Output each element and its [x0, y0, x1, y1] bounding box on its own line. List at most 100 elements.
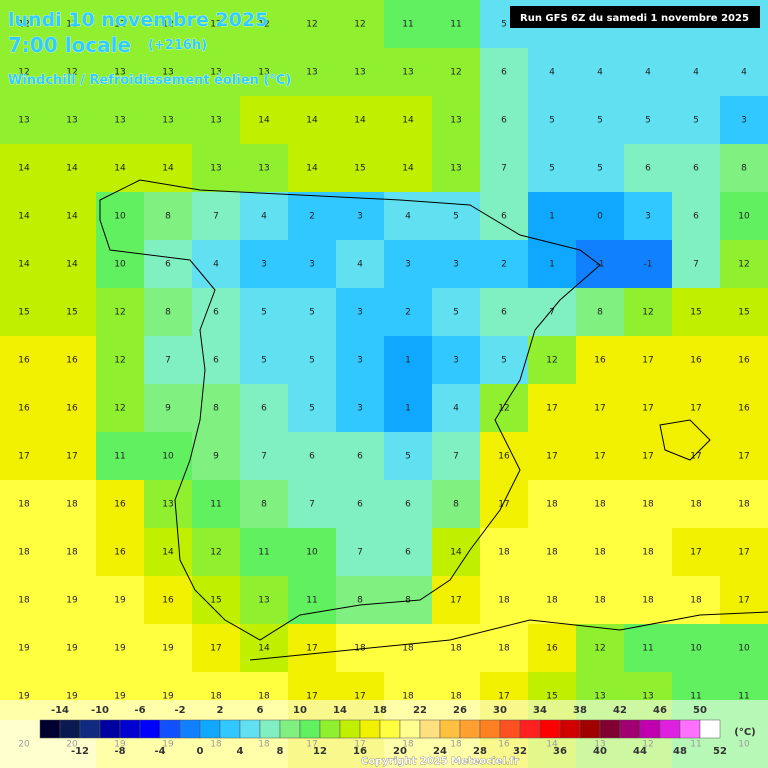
- cell: [48, 528, 97, 577]
- legend-label: 16: [353, 746, 367, 757]
- legend-label: -10: [91, 705, 109, 716]
- cell: [336, 144, 385, 193]
- cell-value: 18: [402, 692, 414, 702]
- cell-value: 14: [162, 164, 174, 174]
- cell: [624, 192, 673, 241]
- cell-value: 14: [66, 212, 78, 222]
- cell: [48, 336, 97, 385]
- cell: [48, 624, 97, 673]
- cell-value: 13: [450, 164, 461, 174]
- cell: [384, 144, 433, 193]
- cell-value: 15: [690, 308, 701, 318]
- cell: [528, 96, 577, 145]
- legend-label: 0: [197, 746, 204, 757]
- cell-value: 11: [738, 692, 749, 702]
- cell-value: 19: [114, 596, 126, 606]
- cell-value: 13: [210, 68, 221, 78]
- cell-value: 5: [597, 164, 603, 174]
- cell: [240, 0, 289, 49]
- cell-value: 5: [597, 116, 603, 126]
- cell-value: 12: [66, 68, 77, 78]
- cell: [0, 96, 49, 145]
- cell-value: 12: [594, 644, 605, 654]
- cell-value: 3: [357, 404, 363, 414]
- legend-swatch: [279, 719, 301, 739]
- cell: [384, 96, 433, 145]
- legend-swatch: [619, 719, 641, 739]
- cell-value: 4: [357, 260, 363, 270]
- legend-swatch: [179, 719, 201, 739]
- cell: [240, 288, 289, 337]
- cell-value: 13: [594, 692, 605, 702]
- legend-label: 32: [513, 746, 527, 757]
- cell: [576, 192, 625, 241]
- cell: [144, 240, 193, 289]
- legend-label: 42: [613, 705, 627, 716]
- cell: [576, 96, 625, 145]
- cell: [48, 48, 97, 97]
- cell: [192, 480, 241, 529]
- cell-value: 12: [642, 308, 653, 318]
- cell-value: 6: [309, 452, 315, 462]
- cell: [720, 96, 768, 145]
- legend-label: 8: [277, 746, 284, 757]
- cell-value: 18: [546, 548, 558, 558]
- cell: [288, 384, 337, 433]
- legend-label: -8: [114, 746, 125, 757]
- cell: [528, 336, 577, 385]
- cell: [432, 240, 481, 289]
- cell-value: 16: [66, 404, 78, 414]
- cell-value: 17: [690, 548, 701, 558]
- cell: [288, 240, 337, 289]
- legend-swatch: [459, 719, 481, 739]
- legend-swatch: [379, 719, 401, 739]
- cell-value: 12: [738, 260, 749, 270]
- cell: [96, 576, 145, 625]
- cell-value: 6: [357, 500, 363, 510]
- legend-swatch: [399, 719, 421, 739]
- cell: [480, 528, 529, 577]
- cell: [48, 384, 97, 433]
- cell-value: 5: [645, 116, 651, 126]
- cell: [48, 576, 97, 625]
- cell: [192, 48, 241, 97]
- cell-value: 12: [354, 20, 365, 30]
- cell: [576, 336, 625, 385]
- cell-value: 12: [66, 20, 77, 30]
- cell-value: 14: [18, 212, 30, 222]
- cell-value: 10: [114, 212, 126, 222]
- cell-value: 17: [738, 452, 749, 462]
- cell-value: 7: [693, 260, 699, 270]
- cell-value: 17: [594, 404, 605, 414]
- cell: [240, 240, 289, 289]
- legend-label: 22: [413, 705, 427, 716]
- cell-value: 16: [546, 644, 558, 654]
- cell: [528, 144, 577, 193]
- cell-value: 17: [210, 644, 221, 654]
- cell: [480, 480, 529, 529]
- cell-value: 11: [258, 548, 269, 558]
- cell: [336, 432, 385, 481]
- cell-value: 12: [258, 20, 269, 30]
- cell: [96, 528, 145, 577]
- cell: [0, 48, 49, 97]
- cell: [48, 288, 97, 337]
- coastline: [99, 179, 601, 641]
- cell-value: 8: [741, 164, 747, 174]
- cell: [288, 336, 337, 385]
- cell-value: 11: [210, 500, 221, 510]
- cell: [432, 336, 481, 385]
- cell-value: 19: [66, 596, 78, 606]
- cell: [240, 576, 289, 625]
- cell: [96, 384, 145, 433]
- cell: [384, 528, 433, 577]
- cell-value: 11: [402, 20, 413, 30]
- cell-value: 7: [501, 164, 507, 174]
- legend-label: 34: [533, 705, 547, 716]
- cell: [720, 480, 768, 529]
- cell: [288, 288, 337, 337]
- cell: [672, 192, 721, 241]
- legend-label: -6: [134, 705, 145, 716]
- cell-value: 16: [498, 452, 510, 462]
